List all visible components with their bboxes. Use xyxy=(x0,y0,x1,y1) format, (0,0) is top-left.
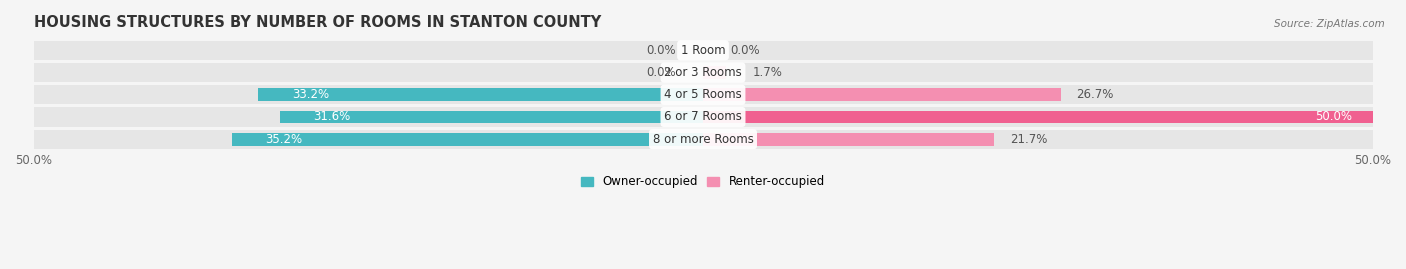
Bar xyxy=(280,111,703,123)
Text: 2 or 3 Rooms: 2 or 3 Rooms xyxy=(664,66,742,79)
Text: 0.0%: 0.0% xyxy=(647,44,676,57)
Text: 50.0%: 50.0% xyxy=(1316,111,1353,123)
Bar xyxy=(34,107,1372,126)
Bar xyxy=(703,66,725,79)
Bar xyxy=(703,88,1060,101)
Bar xyxy=(703,111,1372,123)
Bar xyxy=(232,133,703,146)
Bar xyxy=(34,41,1372,60)
Text: 4 or 5 Rooms: 4 or 5 Rooms xyxy=(664,88,742,101)
Text: 8 or more Rooms: 8 or more Rooms xyxy=(652,133,754,146)
Text: Source: ZipAtlas.com: Source: ZipAtlas.com xyxy=(1274,19,1385,29)
Text: 26.7%: 26.7% xyxy=(1077,88,1114,101)
Text: 31.6%: 31.6% xyxy=(314,111,350,123)
Bar xyxy=(259,88,703,101)
Text: 0.0%: 0.0% xyxy=(647,66,676,79)
Bar xyxy=(34,63,1372,82)
Bar xyxy=(34,130,1372,149)
Text: 1.7%: 1.7% xyxy=(752,66,782,79)
Bar xyxy=(34,85,1372,104)
Text: 33.2%: 33.2% xyxy=(292,88,329,101)
Text: 35.2%: 35.2% xyxy=(266,133,302,146)
Text: 21.7%: 21.7% xyxy=(1010,133,1047,146)
Text: HOUSING STRUCTURES BY NUMBER OF ROOMS IN STANTON COUNTY: HOUSING STRUCTURES BY NUMBER OF ROOMS IN… xyxy=(34,15,600,30)
Text: 1 Room: 1 Room xyxy=(681,44,725,57)
Text: 6 or 7 Rooms: 6 or 7 Rooms xyxy=(664,111,742,123)
Bar xyxy=(703,133,994,146)
Text: 0.0%: 0.0% xyxy=(730,44,759,57)
Legend: Owner-occupied, Renter-occupied: Owner-occupied, Renter-occupied xyxy=(576,171,830,193)
